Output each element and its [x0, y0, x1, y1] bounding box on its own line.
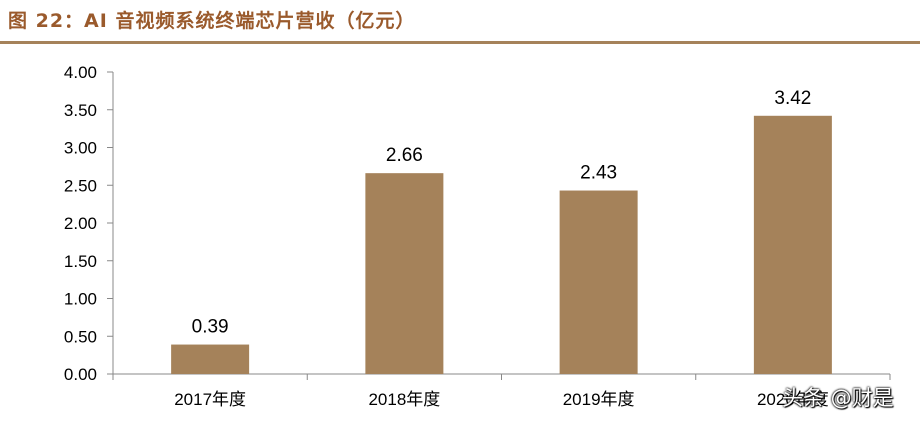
y-tick-label: 3.50 [64, 101, 97, 120]
x-tick-label: 2018年度 [368, 390, 440, 409]
data-label: 0.39 [192, 317, 229, 338]
y-tick-label: 3.00 [64, 139, 97, 158]
watermark: 头条 @财是 [782, 386, 894, 410]
data-label: 3.42 [774, 88, 811, 109]
x-tick-label: 2019年度 [563, 390, 635, 409]
y-tick-label: 2.50 [64, 176, 97, 195]
title-divider [0, 41, 920, 44]
y-tick-label: 0.50 [64, 327, 97, 346]
bar [559, 190, 638, 374]
x-tick-label: 2020年度 [757, 390, 829, 409]
y-tick-label: 0.00 [64, 365, 97, 384]
y-tick-label: 1.00 [64, 290, 97, 309]
data-label: 2.66 [386, 145, 423, 166]
x-tick-label: 2017年度 [174, 390, 246, 409]
y-tick-label: 4.00 [64, 63, 97, 82]
y-tick-label: 1.50 [64, 252, 97, 271]
data-label: 2.43 [580, 163, 617, 184]
bar [171, 344, 250, 374]
bar [365, 173, 444, 374]
bar [753, 115, 832, 374]
chart-title: 图 22：AI 音视频系统终端芯片营收（亿元） [8, 10, 416, 32]
y-tick-label: 2.00 [64, 214, 97, 233]
